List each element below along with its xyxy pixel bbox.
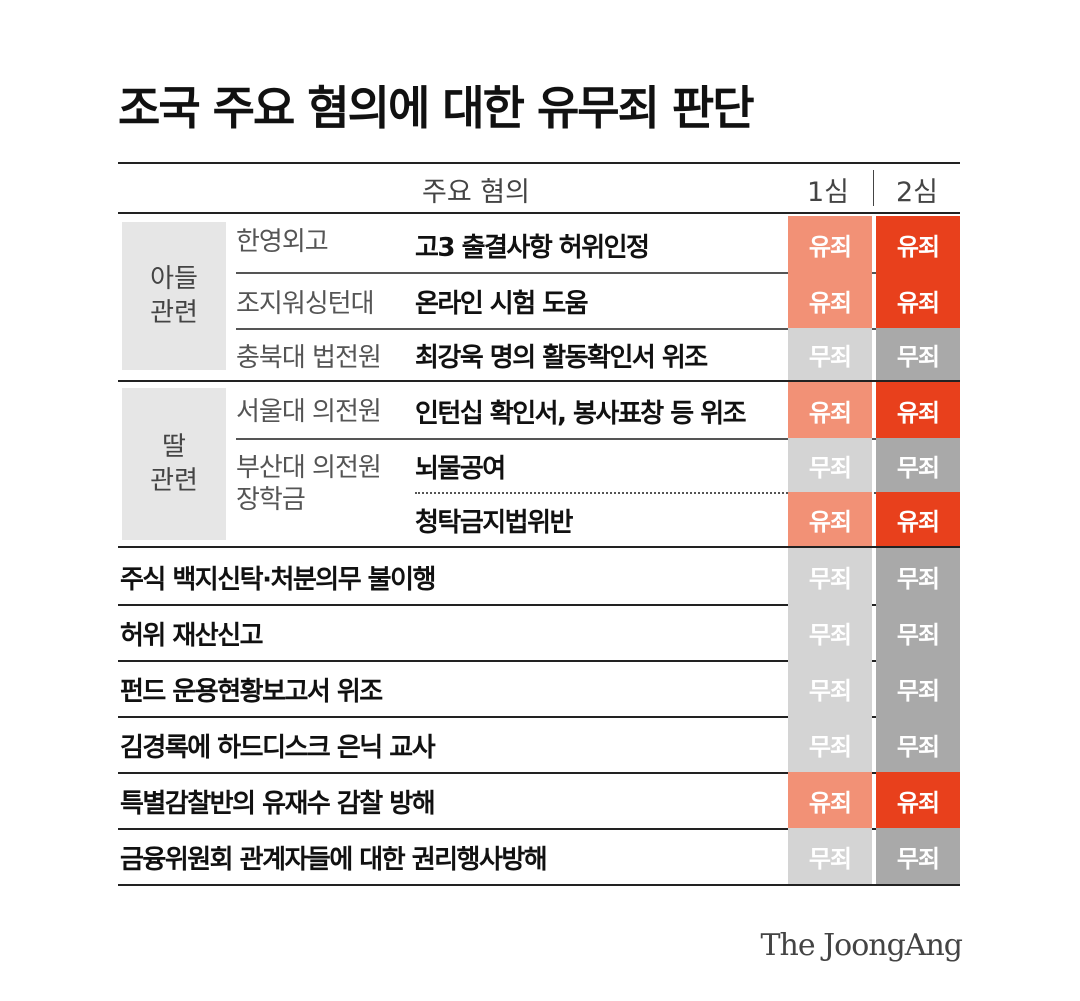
second-trial-verdict: 무죄 bbox=[876, 828, 960, 884]
second-trial-verdict: 무죄 bbox=[876, 548, 960, 604]
group-son: 아들 관련 bbox=[122, 222, 226, 370]
row-divider bbox=[118, 604, 960, 606]
group-daughter: 딸 관련 bbox=[122, 388, 226, 540]
row-divider bbox=[118, 828, 960, 830]
second-trial-verdict: 무죄 bbox=[876, 660, 960, 716]
first-trial-verdict: 무죄 bbox=[788, 660, 872, 716]
row-charge: 허위 재산신고 bbox=[120, 621, 264, 651]
row-charge: 온라인 시험 도움 bbox=[415, 289, 589, 319]
joongang-logo: The JoongAng bbox=[760, 928, 963, 963]
first-trial-verdict: 무죄 bbox=[788, 328, 872, 380]
row-charge: 고3 출결사항 허위인정 bbox=[415, 233, 650, 263]
group-separator bbox=[118, 380, 960, 382]
row-charge: 주식 백지신탁·처분의무 불이행 bbox=[120, 565, 436, 595]
first-trial-verdict: 유죄 bbox=[788, 492, 872, 546]
row-divider bbox=[415, 492, 960, 494]
second-trial-verdict: 무죄 bbox=[876, 604, 960, 660]
first-trial-verdict: 유죄 bbox=[788, 382, 872, 438]
second-trial-verdict: 무죄 bbox=[876, 716, 960, 772]
row-charge: 금융위원회 관계자들에 대한 권리행사방해 bbox=[120, 845, 548, 875]
first-trial-verdict: 유죄 bbox=[788, 216, 872, 272]
second-trial-verdict: 유죄 bbox=[876, 382, 960, 438]
row-subject: 조지워싱턴대 bbox=[236, 289, 375, 319]
second-trial-verdict: 유죄 bbox=[876, 216, 960, 272]
header-charges: 주요 혐의 bbox=[422, 177, 530, 208]
row-charge: 김경록에 하드디스크 은닉 교사 bbox=[120, 733, 436, 763]
first-trial-verdict: 무죄 bbox=[788, 828, 872, 884]
table-top-rule bbox=[118, 162, 960, 164]
second-trial-verdict: 유죄 bbox=[876, 492, 960, 546]
row-divider bbox=[236, 328, 960, 330]
second-trial-verdict: 유죄 bbox=[876, 272, 960, 328]
header-second-trial: 2심 bbox=[896, 177, 939, 208]
row-charge: 뇌물공여 bbox=[415, 454, 506, 484]
row-divider bbox=[236, 272, 960, 274]
first-trial-verdict: 유죄 bbox=[788, 772, 872, 828]
row-divider bbox=[118, 772, 960, 774]
row-subject: 서울대 의전원 bbox=[236, 397, 382, 427]
row-divider bbox=[118, 716, 960, 718]
row-subject: 부산대 의전원 장학금 bbox=[236, 453, 382, 515]
row-subject: 충북대 법전원 bbox=[236, 343, 382, 373]
row-charge: 펀드 운용현황보고서 위조 bbox=[120, 677, 383, 707]
page-title: 조국 주요 혐의에 대한 유무죄 판단 bbox=[118, 81, 755, 135]
second-trial-verdict: 무죄 bbox=[876, 328, 960, 380]
second-trial-verdict: 유죄 bbox=[876, 772, 960, 828]
row-charge: 청탁금지법위반 bbox=[415, 508, 573, 538]
row-charge: 특별감찰반의 유재수 감찰 방해 bbox=[120, 789, 436, 819]
second-trial-verdict: 무죄 bbox=[876, 438, 960, 492]
row-divider bbox=[118, 546, 960, 548]
row-charge: 인턴십 확인서, 봉사표창 등 위조 bbox=[415, 399, 747, 429]
first-trial-verdict: 무죄 bbox=[788, 604, 872, 660]
first-trial-verdict: 무죄 bbox=[788, 438, 872, 492]
row-divider bbox=[236, 438, 960, 440]
row-subject: 한영외고 bbox=[236, 227, 329, 257]
header-divider bbox=[873, 170, 874, 206]
first-trial-verdict: 유죄 bbox=[788, 272, 872, 328]
header-first-trial: 1심 bbox=[807, 177, 850, 208]
row-divider bbox=[118, 660, 960, 662]
header-bottom-rule bbox=[118, 212, 960, 214]
first-trial-verdict: 무죄 bbox=[788, 548, 872, 604]
row-divider bbox=[118, 884, 960, 886]
first-trial-verdict: 무죄 bbox=[788, 716, 872, 772]
row-charge: 최강욱 명의 활동확인서 위조 bbox=[415, 343, 708, 373]
